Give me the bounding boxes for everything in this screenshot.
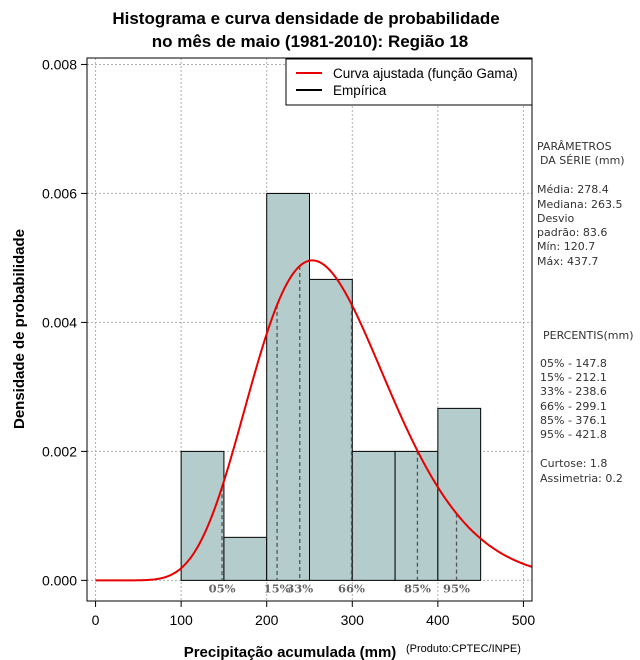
percentile-05: 05% - 147.8 <box>540 357 607 370</box>
y-tick-label: 0.000 <box>42 572 77 588</box>
histogram-bar <box>223 536 268 581</box>
legend-box <box>285 58 533 106</box>
percentile-33: 33% - 238.6 <box>540 385 607 398</box>
x-tick-label: 200 <box>255 612 279 628</box>
percentile-label: 15% <box>264 581 291 595</box>
credit-label: (Produto:CPTEC/INPE) <box>406 643 521 655</box>
percentile-markers: 05% 15%33% 66% 85% 95% <box>209 265 470 595</box>
chart-title-line1: Histograma e curva densidade de probabil… <box>112 9 499 28</box>
y-tick-label: 0.008 <box>42 56 77 72</box>
x-tick-label: 500 <box>512 612 536 628</box>
percentile-label: 05% <box>209 581 236 595</box>
axes: 0 100 200 300 400 500 0.000 0.002 0.004 0.006 0.00… <box>42 56 535 628</box>
stat-max: Máx: 437.7 <box>537 255 598 268</box>
gamma-curve <box>95 259 533 582</box>
histogram-bar <box>266 192 311 581</box>
percentile-95: 95% - 421.8 <box>540 428 607 441</box>
plot-frame <box>86 57 533 602</box>
stat-min: Mín: 120.7 <box>537 240 595 253</box>
percentile-label: 33% <box>286 581 313 595</box>
stat-desvio-1: Desvio <box>537 212 575 225</box>
side-panel: PARÂMETROS DA SÉRIE (mm) Média: 278.4 Me… <box>537 140 634 485</box>
percentile-85: 85% - 376.1 <box>540 414 607 427</box>
percentile-15: 15% - 212.1 <box>540 371 607 384</box>
histogram-bar <box>309 278 353 581</box>
percentile-label: 85% <box>404 581 431 595</box>
legend-gamma-label: Curva ajustada (função Gama) <box>333 66 518 81</box>
stat-assimetria: Assimetria: 0.2 <box>540 472 623 485</box>
histogram-bar <box>351 450 396 581</box>
y-tick-label: 0.004 <box>42 314 77 330</box>
legend: Curva ajustada (função Gama) Empírica <box>285 58 533 106</box>
histogram-bars <box>180 192 482 581</box>
x-tick-label: 0 <box>92 612 100 628</box>
percentile-label: 66% <box>338 581 365 595</box>
percentile-label: 95% <box>443 581 470 595</box>
params-title-1: PARÂMETROS <box>537 140 612 153</box>
legend-empirical-label: Empírica <box>333 83 387 98</box>
x-axis-title: Precipitação acumulada (mm) <box>184 644 397 660</box>
y-tick-label: 0.006 <box>42 185 77 201</box>
stat-media: Média: 278.4 <box>537 183 609 196</box>
x-tick-label: 400 <box>426 612 450 628</box>
histogram-bar <box>394 450 439 581</box>
x-tick-label: 100 <box>169 612 193 628</box>
stat-mediana: Mediana: 263.5 <box>537 198 622 211</box>
percentis-title: PERCENTIS(mm) <box>543 329 634 342</box>
y-tick-label: 0.002 <box>42 443 77 459</box>
y-axis-title: Densidade de probabilidade <box>11 229 28 429</box>
x-tick-label: 300 <box>341 612 365 628</box>
stat-curtose: Curtose: 1.8 <box>540 457 607 470</box>
percentile-66: 66% - 299.1 <box>540 400 607 413</box>
histogram-bar <box>437 407 482 581</box>
stat-desvio-2: padrão: 83.6 <box>537 226 607 239</box>
histogram-bar <box>180 450 225 581</box>
chart-title-line2: no mês de maio (1981-2010): Região 18 <box>152 32 469 51</box>
params-title-2: DA SÉRIE (mm) <box>540 154 625 167</box>
